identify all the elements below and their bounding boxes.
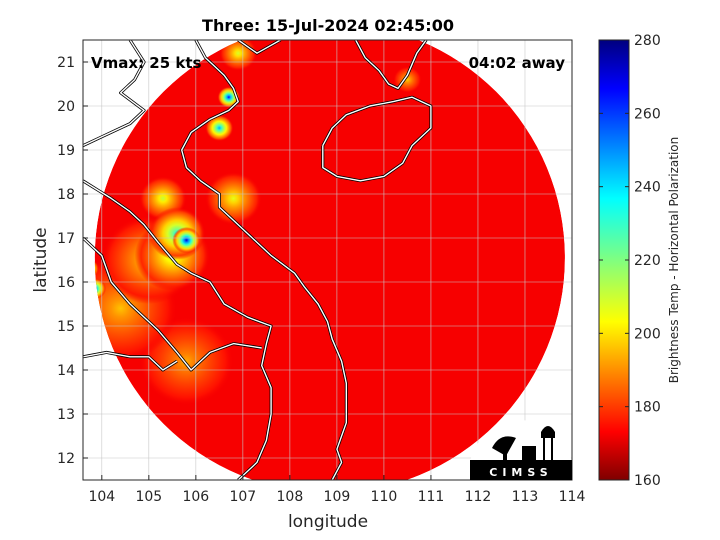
border (83, 40, 145, 147)
away-annotation: 04:02 away (469, 54, 566, 72)
y-axis-label: latitude (31, 227, 51, 292)
colorbar-label: Brightness Temp - Horizontal Polarizatio… (667, 137, 681, 384)
x-tick-label: 107 (229, 489, 256, 505)
colorbar-ticks: 160 180 200 220 240 260 280 (599, 33, 661, 489)
colorbar-tick-label: 180 (634, 400, 661, 416)
x-tick-label: 113 (512, 489, 539, 505)
x-axis-label: longitude (288, 512, 368, 532)
x-axis-ticks: 104 105 106 107 108 109 110 111 112 113 114 (88, 475, 585, 505)
satellite-dish-icon (492, 436, 516, 456)
border (83, 237, 262, 371)
colorbar-tick-label: 260 (634, 106, 661, 122)
border (83, 180, 272, 480)
vmax-annotation: Vmax: 25 kts (91, 54, 201, 72)
y-tick-label: 20 (57, 99, 75, 115)
x-tick-label: 109 (324, 489, 351, 505)
y-tick-label: 18 (57, 187, 75, 203)
y-tick-label: 12 (57, 451, 75, 467)
y-tick-label: 16 (57, 275, 75, 291)
x-tick-label: 112 (465, 489, 492, 505)
x-tick-label: 104 (88, 489, 115, 505)
colorbar-tick-label: 200 (634, 326, 661, 342)
y-tick-label: 15 (57, 319, 75, 335)
x-tick-label: 105 (135, 489, 162, 505)
x-tick-label: 114 (559, 489, 586, 505)
y-tick-label: 14 (57, 363, 75, 379)
colorbar-tick-label: 240 (634, 180, 661, 196)
hotspot (172, 227, 201, 254)
hotspot (205, 172, 262, 225)
y-axis-ticks: 12 13 14 15 16 17 18 19 20 21 (57, 55, 88, 467)
cimss-logo: CIMSS (470, 420, 572, 480)
colorbar-tick-label: 220 (634, 253, 661, 269)
y-tick-label: 19 (57, 143, 75, 159)
x-tick-label: 108 (277, 489, 304, 505)
coastline (181, 40, 347, 480)
y-tick-label: 21 (57, 55, 75, 71)
coastline (322, 96, 432, 182)
colorbar (598, 39, 630, 481)
hotspot (205, 114, 234, 142)
logo-text: CIMSS (489, 466, 552, 479)
colorbar-tick-label: 280 (634, 33, 661, 49)
border (237, 40, 281, 54)
border (83, 351, 178, 371)
swath-disk (94, 40, 565, 480)
coastlines (83, 40, 433, 480)
chart-title: Three: 15-Jul-2024 02:45:00 (202, 16, 454, 35)
colorbar-tick-label: 160 (634, 473, 661, 489)
x-tick-label: 110 (371, 489, 398, 505)
grid-lines (83, 40, 572, 480)
coastline (355, 40, 427, 90)
x-tick-label: 111 (418, 489, 445, 505)
x-tick-label: 106 (182, 489, 209, 505)
water-tower-icon (541, 426, 555, 432)
y-tick-label: 17 (57, 231, 75, 247)
y-tick-label: 13 (57, 407, 75, 423)
plot-frame (82, 39, 573, 481)
